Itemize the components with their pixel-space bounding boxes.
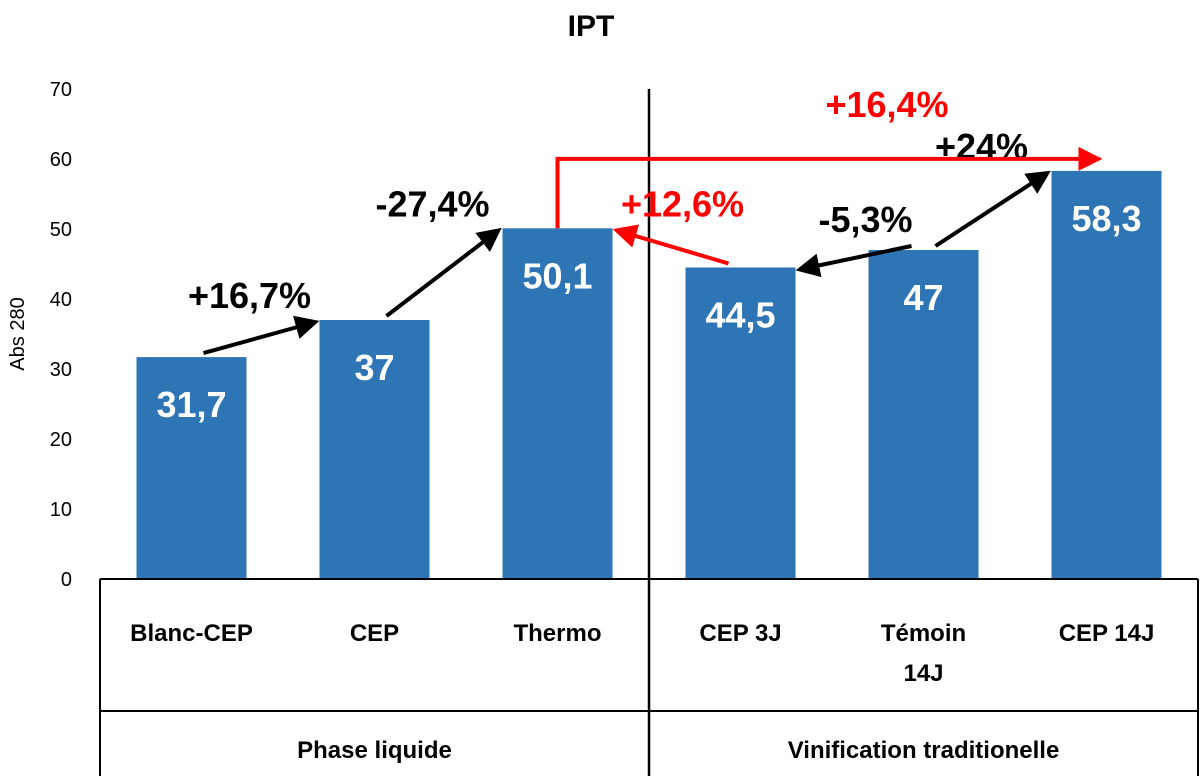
bar-blanc-cep <box>136 357 247 579</box>
bar-temoin-14j <box>868 250 979 579</box>
y-tick-label: 10 <box>50 499 72 521</box>
y-tick-label: 0 <box>61 569 72 591</box>
annotation-thermo-to-cep-14j-label: +16,4% <box>825 84 948 125</box>
y-axis-label: Abs 280 <box>7 297 29 370</box>
group-label-vinification-traditionelle: Vinification traditionelle <box>788 737 1060 764</box>
bar-cep <box>319 320 430 579</box>
annotation-cep-to-thermo-arrow <box>385 227 502 318</box>
annotation-cep-to-thermo-label: -27,4% <box>375 183 489 224</box>
y-tick-label: 70 <box>50 79 72 101</box>
y-tick-label: 50 <box>50 219 72 241</box>
bar-thermo <box>502 228 613 580</box>
data-label-cep-14j: 58,3 <box>1071 198 1141 239</box>
y-tick-label: 30 <box>50 359 72 381</box>
annotation-blanc-cep-to-cep-arrow <box>202 315 320 356</box>
data-label-cep: 37 <box>354 347 394 388</box>
category-label-blanc-cep: Blanc-CEP <box>130 620 253 647</box>
annotation-cep-3j-to-thermo-label: +12,6% <box>621 183 744 224</box>
category-labels-group: Blanc-CEP CEP Thermo CEP 3J Témoin 14J CEP 14J… <box>130 620 1154 764</box>
annotation-cep-3j-to-thermo-arrow <box>612 224 730 266</box>
category-label-cep: CEP <box>350 620 399 647</box>
bars-group <box>136 170 1162 580</box>
y-tick-label: 20 <box>50 429 72 451</box>
data-label-cep-3j: 44,5 <box>705 295 775 336</box>
value-labels-group: 31,7 37 50,1 44,5 47 58,3 <box>156 198 1141 425</box>
category-label-cep-3j: CEP 3J <box>699 620 781 647</box>
data-label-blanc-cep: 31,7 <box>156 384 226 425</box>
annotation-temoin-14j-to-cep-3j-label: -5,3% <box>818 199 912 240</box>
bar-cep-14j <box>1051 170 1162 579</box>
annotation-blanc-cep-to-cep-label: +16,7% <box>188 275 311 316</box>
y-axis-ticks: 0 10 20 30 40 50 60 70 <box>50 79 72 591</box>
y-tick-label: 40 <box>50 289 72 311</box>
bar-cep-3j <box>685 267 796 579</box>
annotation-thermo-to-cep-14j-arrow <box>555 146 1103 229</box>
group-label-phase-liquide: Phase liquide <box>297 737 452 764</box>
annotation-temoin-14j-to-cep-3j-arrow <box>795 244 912 278</box>
category-label-thermo: Thermo <box>513 620 601 647</box>
category-label-cep-14j: CEP 14J <box>1059 620 1155 647</box>
chart-title: IPT <box>568 10 615 43</box>
data-label-temoin-14j: 47 <box>903 277 943 318</box>
category-label-temoin-14j: Témoin <box>881 620 966 647</box>
annotation-temoin-14j-to-cep-14j-arrow <box>934 170 1051 248</box>
y-tick-label: 60 <box>50 149 72 171</box>
data-label-thermo: 50,1 <box>522 255 592 296</box>
annotations-group: +16,7%-27,4% +12,6% -5,3%+24%+16,4% <box>188 84 1103 356</box>
axes-group <box>99 89 1199 776</box>
category-label-temoin-14j: 14J <box>903 660 943 687</box>
